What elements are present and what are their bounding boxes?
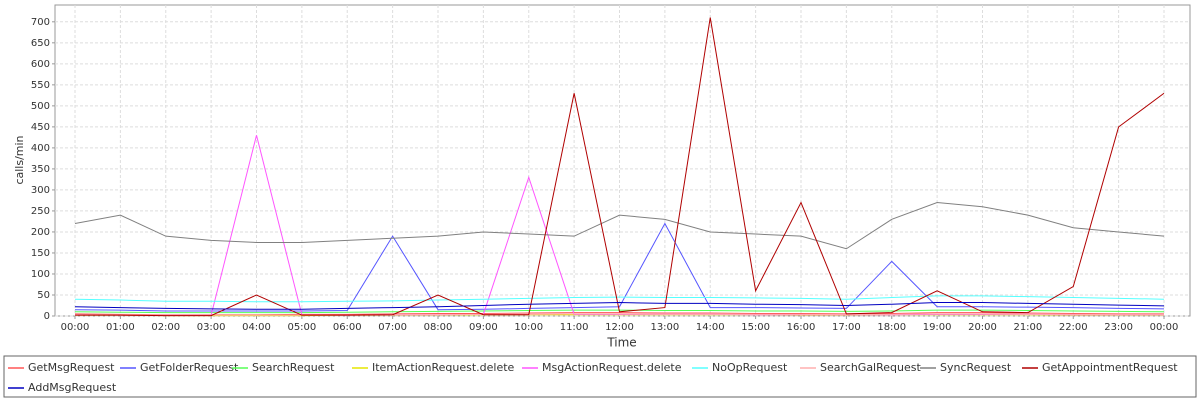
x-tick-label: 19:00 [923, 322, 952, 333]
x-tick-label: 05:00 [287, 322, 316, 333]
x-tick-label: 08:00 [424, 322, 453, 333]
legend-label: GetFolderRequest [140, 361, 239, 374]
x-tick-label: 20:00 [968, 322, 997, 333]
series-line [74, 302, 1165, 310]
x-tick-label: 09:00 [469, 322, 498, 333]
legend-label: MsgActionRequest.delete [542, 361, 682, 374]
y-tick-label: 300 [31, 185, 50, 196]
legend-label: GetAppointmentRequest [1042, 361, 1178, 374]
y-tick-label: 200 [31, 227, 50, 238]
x-tick-label: 14:00 [696, 322, 725, 333]
y-tick-label: 700 [31, 17, 50, 28]
x-tick-label: 00:00 [1150, 322, 1179, 333]
legend-label: AddMsgRequest [28, 381, 117, 394]
y-tick-label: 500 [31, 101, 50, 112]
x-tick-label: 18:00 [877, 322, 906, 333]
x-tick-label: 02:00 [151, 322, 180, 333]
y-tick-label: 150 [31, 248, 50, 259]
y-tick-label: 600 [31, 59, 50, 70]
y-tick-label: 400 [31, 143, 50, 154]
legend-label: SearchRequest [252, 361, 335, 374]
legend [3, 355, 1197, 398]
x-tick-label: 13:00 [650, 322, 679, 333]
y-tick-label: 650 [31, 38, 50, 49]
y-axis-title: calls/min [13, 135, 26, 184]
x-tick-label: 22:00 [1059, 322, 1088, 333]
x-tick-label: 12:00 [605, 322, 634, 333]
y-tick-label: 450 [31, 122, 50, 133]
legend-label: GetMsgRequest [28, 361, 115, 374]
x-tick-label: 04:00 [242, 322, 271, 333]
y-tick-label: 550 [31, 80, 50, 91]
x-tick-label: 03:00 [197, 322, 226, 333]
x-tick-label: 21:00 [1013, 322, 1042, 333]
x-tick-label: 10:00 [514, 322, 543, 333]
y-tick-label: 100 [31, 269, 50, 280]
x-tick-label: 17:00 [832, 322, 861, 333]
legend-label: ItemActionRequest.delete [372, 361, 515, 374]
y-tick-label: 250 [31, 206, 50, 217]
x-tick-label: 01:00 [106, 322, 135, 333]
plot-area [54, 4, 1191, 317]
x-tick-label: 06:00 [333, 322, 362, 333]
y-tick-label: 350 [31, 164, 50, 175]
x-tick-label: 15:00 [741, 322, 770, 333]
series-line [74, 295, 1165, 303]
series-line [74, 222, 1165, 312]
x-tick-label: 16:00 [787, 322, 816, 333]
series-line [74, 202, 1165, 250]
x-tick-label: 11:00 [560, 322, 589, 333]
legend-label: SyncRequest [940, 361, 1012, 374]
x-axis-title: Time [606, 336, 636, 350]
series-line [75, 17, 1165, 317]
y-tick-label: 50 [37, 290, 50, 301]
y-tick-label: 0 [44, 311, 50, 322]
x-tick-label: 23:00 [1104, 322, 1133, 333]
series-line [75, 313, 1164, 316]
legend-label: SearchGalRequest [820, 361, 921, 374]
x-tick-label: 00:00 [61, 322, 90, 333]
x-tick-label: 07:00 [378, 322, 407, 333]
legend-label: NoOpRequest [712, 361, 788, 374]
